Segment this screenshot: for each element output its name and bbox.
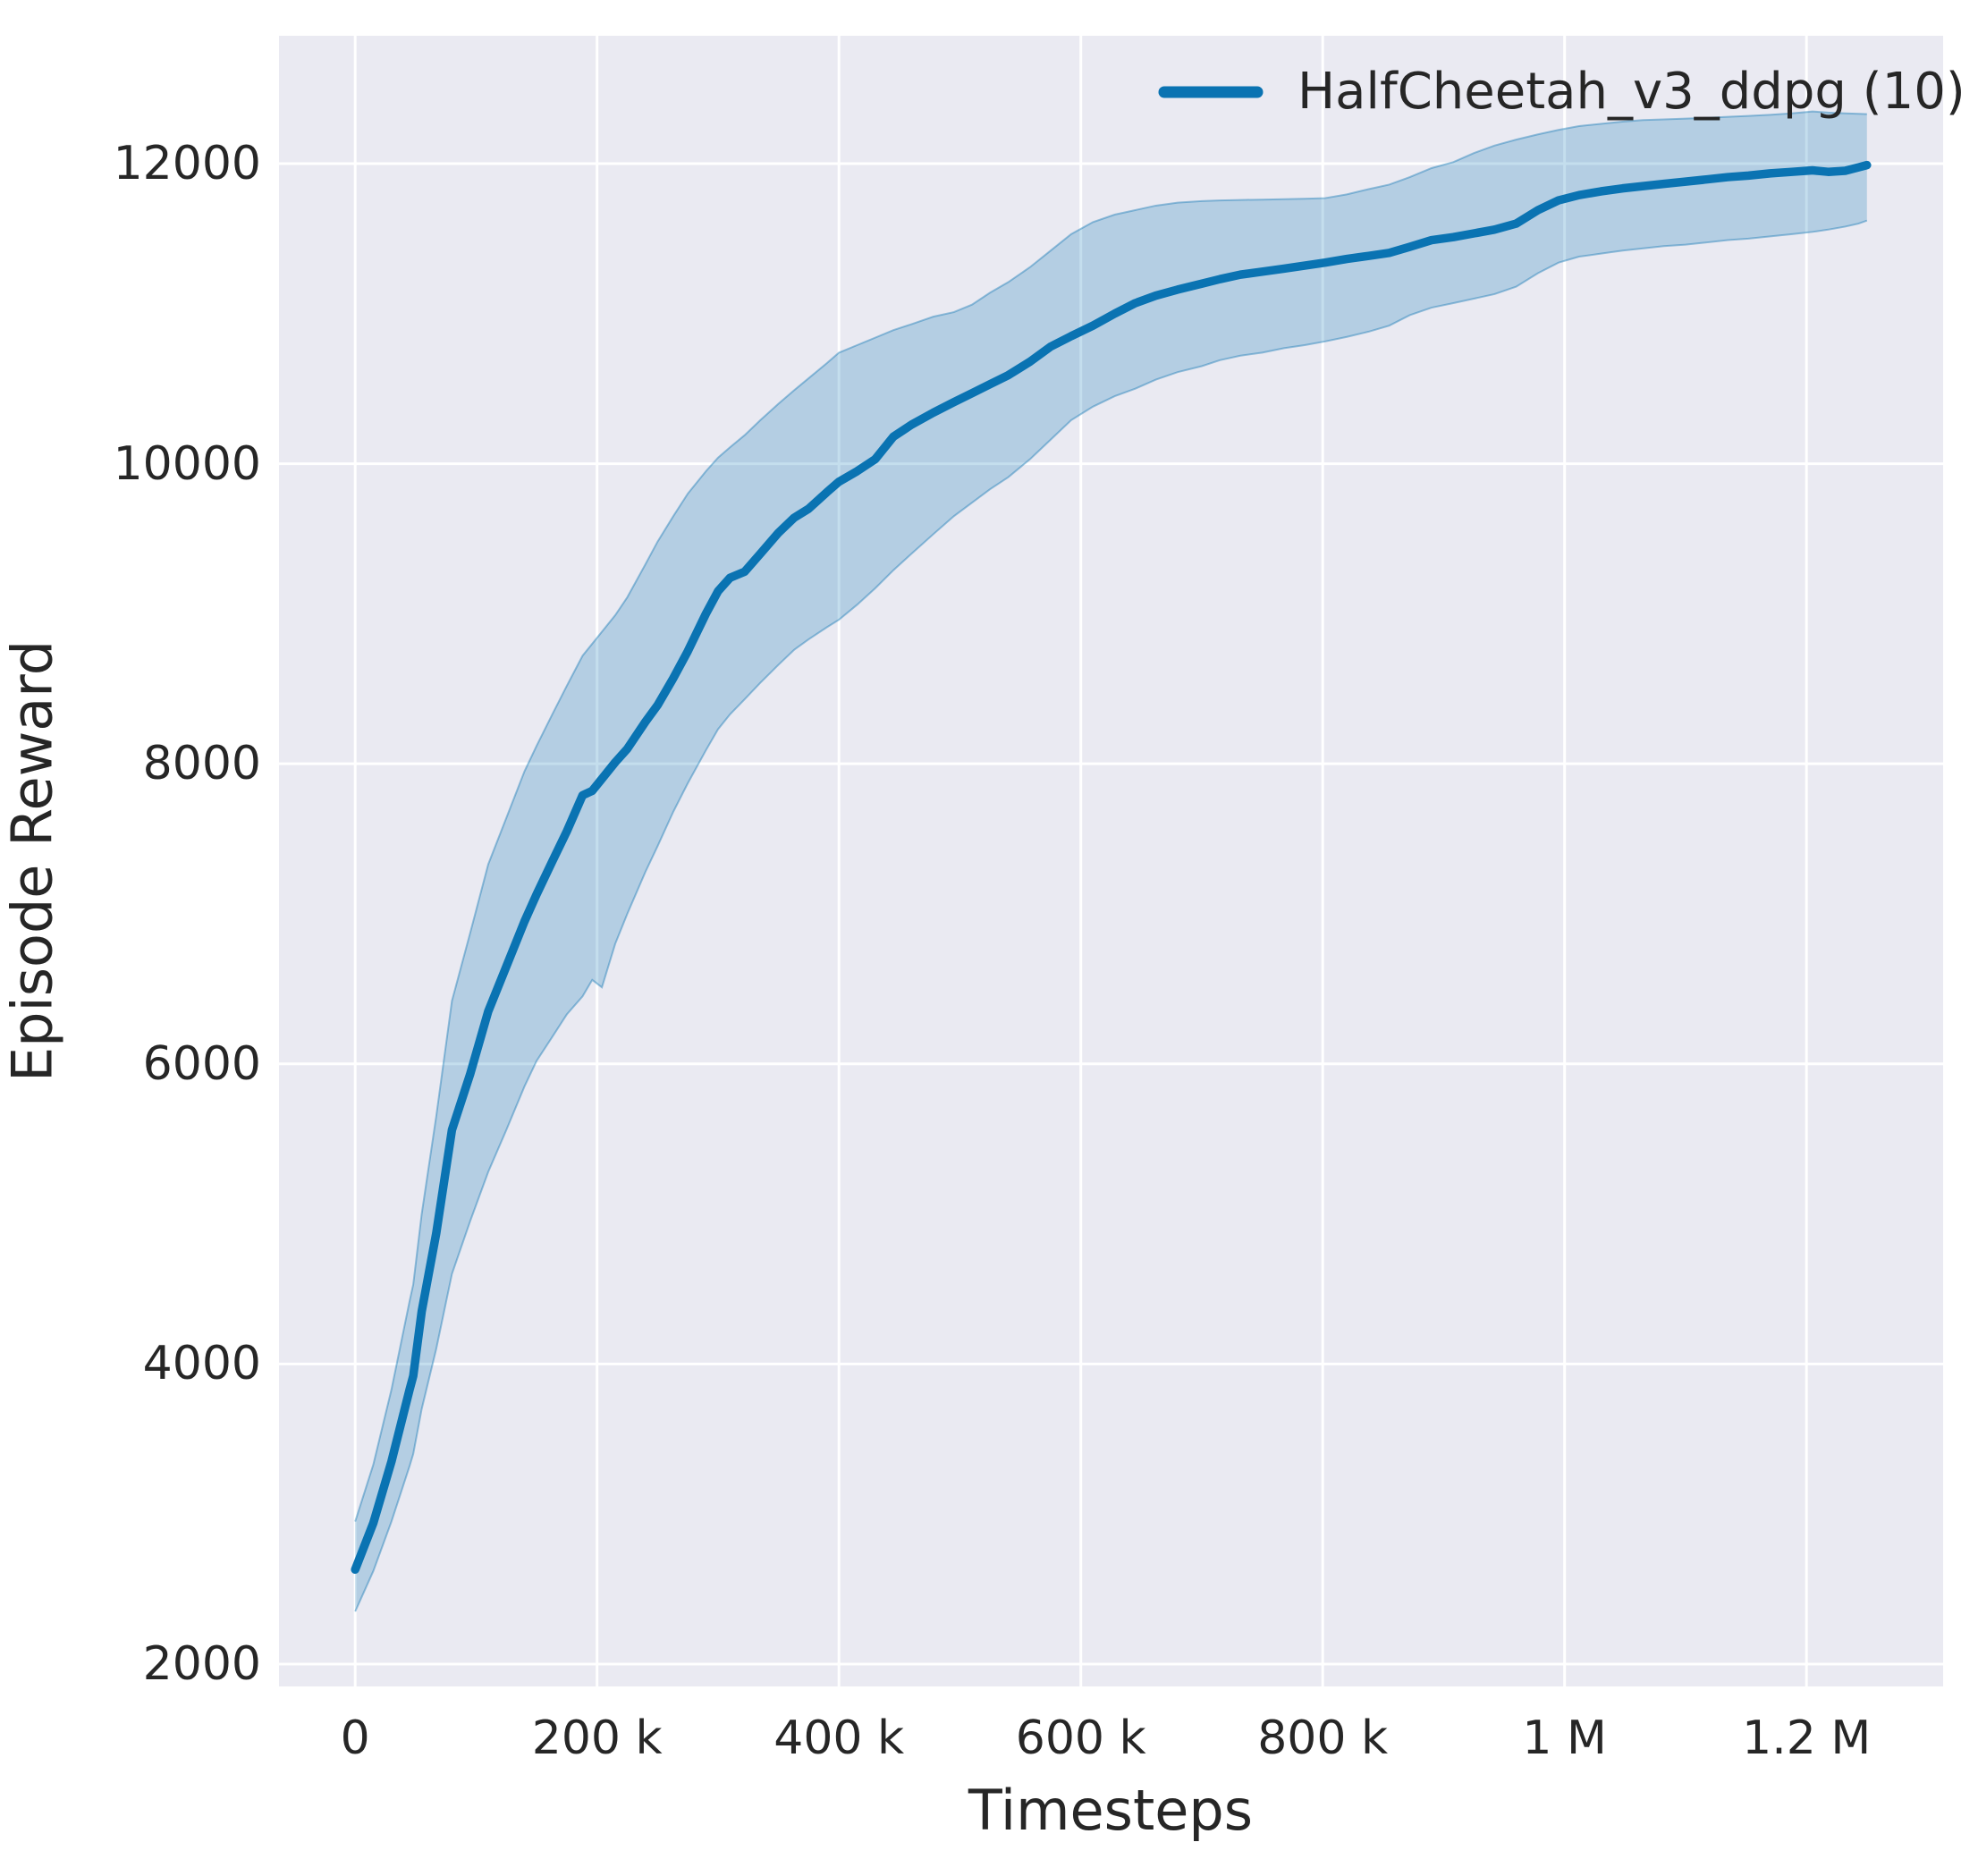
legend-label: HalfCheetah_v3_ddpg (10) (1298, 63, 1965, 121)
y-tick-label: 10000 (113, 436, 261, 491)
legend: HalfCheetah_v3_ddpg (10) (1158, 63, 1965, 121)
legend-line-swatch (1158, 86, 1264, 97)
chart-canvas (279, 36, 1943, 1686)
y-tick-label: 2000 (142, 1636, 261, 1691)
y-tick-label: 8000 (142, 737, 261, 791)
y-tick-label: 4000 (142, 1337, 261, 1391)
confidence-band-lower-edge (354, 219, 1868, 1612)
y-tick-label: 12000 (113, 136, 261, 190)
x-tick-label: 200 k (531, 1711, 663, 1765)
x-tick-label: 800 k (1257, 1711, 1389, 1765)
x-tick-label: 400 k (773, 1711, 905, 1765)
x-tick-label: 1.2 M (1742, 1711, 1872, 1765)
y-tick-label: 6000 (142, 1036, 261, 1091)
x-tick-label: 1 M (1522, 1711, 1607, 1765)
plot-area (279, 36, 1943, 1686)
x-tick-label: 0 (340, 1711, 370, 1765)
y-axis-label: Episode Reward (0, 639, 65, 1083)
mean-line (351, 160, 1872, 1575)
confidence-band (355, 111, 1867, 1612)
x-tick-label: 600 k (1015, 1711, 1146, 1765)
x-axis-label: Timesteps (968, 1778, 1254, 1843)
confidence-band-upper-edge (354, 110, 1867, 1522)
